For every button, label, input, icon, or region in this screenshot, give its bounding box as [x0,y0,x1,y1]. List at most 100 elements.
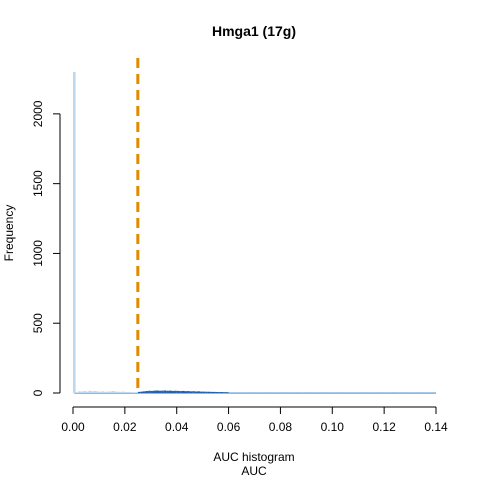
histogram-bar [316,392,320,393]
x-axis-label-line1: AUC histogram [213,450,294,464]
y-axis-label: Frequency [2,205,16,262]
x-tick-label: 0.04 [165,420,189,434]
histogram-bar [117,391,120,393]
histogram-bar [329,392,333,393]
histogram-bar [433,392,436,393]
x-tick-label: 0.10 [321,420,345,434]
histogram-bar [270,392,273,393]
histogram-bar [285,392,289,393]
histogram-bar [272,392,276,393]
histogram-bar [207,391,211,393]
histogram-bar [402,392,405,393]
histogram-bar [140,391,144,393]
histogram-bar [391,392,395,393]
histogram-bar [257,392,260,393]
histogram-bar [73,72,76,393]
histogram-bar [327,392,330,393]
histogram-bar [423,392,426,393]
histogram-bar [80,391,84,393]
histogram-bar [378,392,382,393]
histogram-bar [381,392,385,393]
histogram-bar [143,391,146,393]
histogram-bar [288,392,291,393]
histogram-bar [337,392,341,393]
histogram-bar [430,392,434,393]
histogram-bar [192,391,195,393]
histogram-bar [404,392,408,393]
histogram-bar [220,392,224,393]
histogram-bar [249,392,252,393]
histogram-bar [176,390,180,393]
histogram-bar [334,392,338,393]
histogram-bar [277,392,281,393]
y-tick-label: 2000 [31,100,45,127]
histogram-bar [241,392,245,393]
y-axis: 0 500 1000 1500 2000 [31,100,61,396]
histogram-bar [130,392,133,393]
histogram-bar [135,392,138,393]
histogram-bar [298,392,302,393]
histogram-bar [83,391,86,393]
histogram-bar [231,392,234,393]
histogram-bar [363,392,366,393]
histogram-bar [389,392,392,393]
histogram-bar [368,392,372,393]
histogram-bar [301,392,304,393]
x-tick-label: 0.12 [372,420,396,434]
histogram-bar [384,392,387,393]
histogram-bar [184,391,188,393]
histogram-bar [345,392,348,393]
histogram-bar [205,391,208,393]
histogram-bar [308,392,312,393]
histogram-bar [347,392,351,393]
chart-title: Hmga1 (17g) [212,23,296,39]
y-tick-label: 1000 [31,240,45,267]
y-tick-label: 0 [31,389,45,396]
histogram-bar [283,392,286,393]
histogram-bar [412,392,416,393]
histogram-bar [314,392,317,393]
histogram-bar [148,390,151,393]
x-axis-label-line2: AUC [241,464,267,478]
histogram-bar [244,392,247,393]
histogram-bar [306,392,309,393]
histogram-bar [246,392,250,393]
x-tick-label: 0.02 [113,420,137,434]
histogram-bar [124,392,128,393]
histogram-bar [410,392,413,393]
histogram-bar [179,391,182,393]
histogram-bar [415,392,418,393]
histogram-bar [428,392,431,393]
histogram-bar [200,391,203,393]
histogram-bar [223,392,226,393]
histogram-bar [355,392,359,393]
histogram-bar [254,392,258,393]
y-tick-label: 500 [31,313,45,333]
histogram-bar [407,392,411,393]
histogram-bar [174,390,177,393]
histogram-bar [158,390,162,393]
histogram-bar [218,392,221,393]
histogram-bar [189,391,193,393]
histogram-bar [371,392,374,393]
histogram-bar [93,391,97,393]
histogram-bar [78,391,81,393]
histogram-bar [236,392,239,393]
histogram-bar [311,392,315,393]
histogram-bar [319,392,322,393]
histogram-bar [293,392,296,393]
histogram-bar [119,391,123,393]
histogram-bar [75,392,79,393]
histogram-bar [153,390,156,393]
histogram-bar [340,392,343,393]
histogram-bar [233,392,237,393]
histogram-bar [150,390,154,393]
histogram-bar [321,392,325,393]
histogram-bar [88,390,92,393]
histogram-bar [197,391,201,393]
histogram-bar [360,392,364,393]
histogram-bar [98,391,102,393]
histogram-bar [332,392,335,393]
histogram-bar [96,391,99,393]
